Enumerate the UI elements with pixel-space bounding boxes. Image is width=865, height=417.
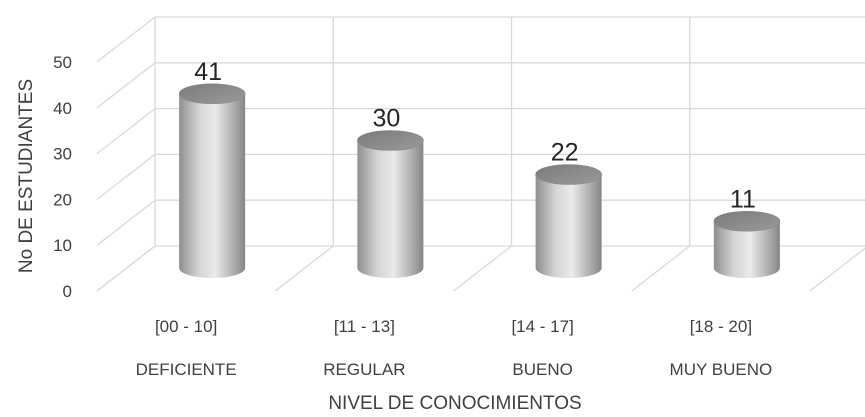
bar-top bbox=[535, 164, 602, 185]
y-tick-label: 50 bbox=[53, 53, 72, 72]
x-category-level-label: MUY BUENO bbox=[670, 360, 773, 379]
y-axis-ticks: 0 10 20 30 40 50 bbox=[53, 53, 72, 301]
bar-body bbox=[535, 174, 602, 278]
x-category-level-label: REGULAR bbox=[323, 360, 405, 379]
bar-body bbox=[357, 140, 424, 278]
x-axis-categories: [00 - 10] DEFICIENTE [11 - 13] REGULAR [14 -… bbox=[136, 317, 773, 379]
bar bbox=[178, 83, 246, 278]
bar-top bbox=[713, 210, 781, 232]
data-labels: 41 30 22 11 bbox=[194, 58, 756, 214]
data-label: 11 bbox=[730, 185, 756, 213]
gridline-floor-divider bbox=[96, 245, 156, 292]
y-tick-label: 30 bbox=[53, 145, 72, 164]
y-tick-label: 0 bbox=[63, 282, 72, 301]
data-label: 22 bbox=[551, 139, 579, 167]
data-label: 30 bbox=[372, 105, 400, 133]
bar-body bbox=[179, 93, 246, 278]
bar bbox=[357, 130, 424, 278]
gridline-floor-divider bbox=[809, 247, 865, 292]
x-category-label: [11 - 13] bbox=[334, 317, 395, 336]
gridline-side-20 bbox=[96, 153, 156, 200]
bars bbox=[178, 83, 781, 278]
data-label: 41 bbox=[194, 58, 222, 86]
gridline-side-50 bbox=[96, 16, 156, 63]
gridline-side-30 bbox=[96, 108, 156, 155]
y-tick-label: 40 bbox=[53, 99, 72, 118]
bar bbox=[535, 164, 602, 278]
gridline-floor-divider bbox=[274, 245, 334, 292]
x-axis-title: NIVEL DE CONOCIMIENTOS bbox=[328, 393, 581, 414]
x-category-label: [00 - 10] bbox=[155, 317, 217, 336]
x-category-level-label: DEFICIENTE bbox=[136, 360, 237, 379]
gridline-floor-divider bbox=[453, 245, 512, 292]
bar-top bbox=[178, 83, 246, 105]
bar bbox=[713, 210, 781, 278]
bar-top bbox=[357, 130, 424, 151]
gridline-floor-divider bbox=[631, 245, 691, 292]
y-axis-title: No DE ESTUDIANTES bbox=[16, 79, 37, 273]
gridlines bbox=[96, 16, 865, 292]
x-category-label: [14 - 17] bbox=[511, 317, 573, 336]
gridline-side-40 bbox=[96, 62, 156, 109]
y-tick-label: 20 bbox=[53, 190, 72, 209]
gridline-side-10 bbox=[96, 199, 156, 246]
y-tick-label: 10 bbox=[53, 236, 72, 255]
x-category-label: [18 - 20] bbox=[690, 317, 752, 336]
x-category-level-label: BUENO bbox=[512, 360, 572, 379]
bar-body bbox=[713, 221, 780, 278]
